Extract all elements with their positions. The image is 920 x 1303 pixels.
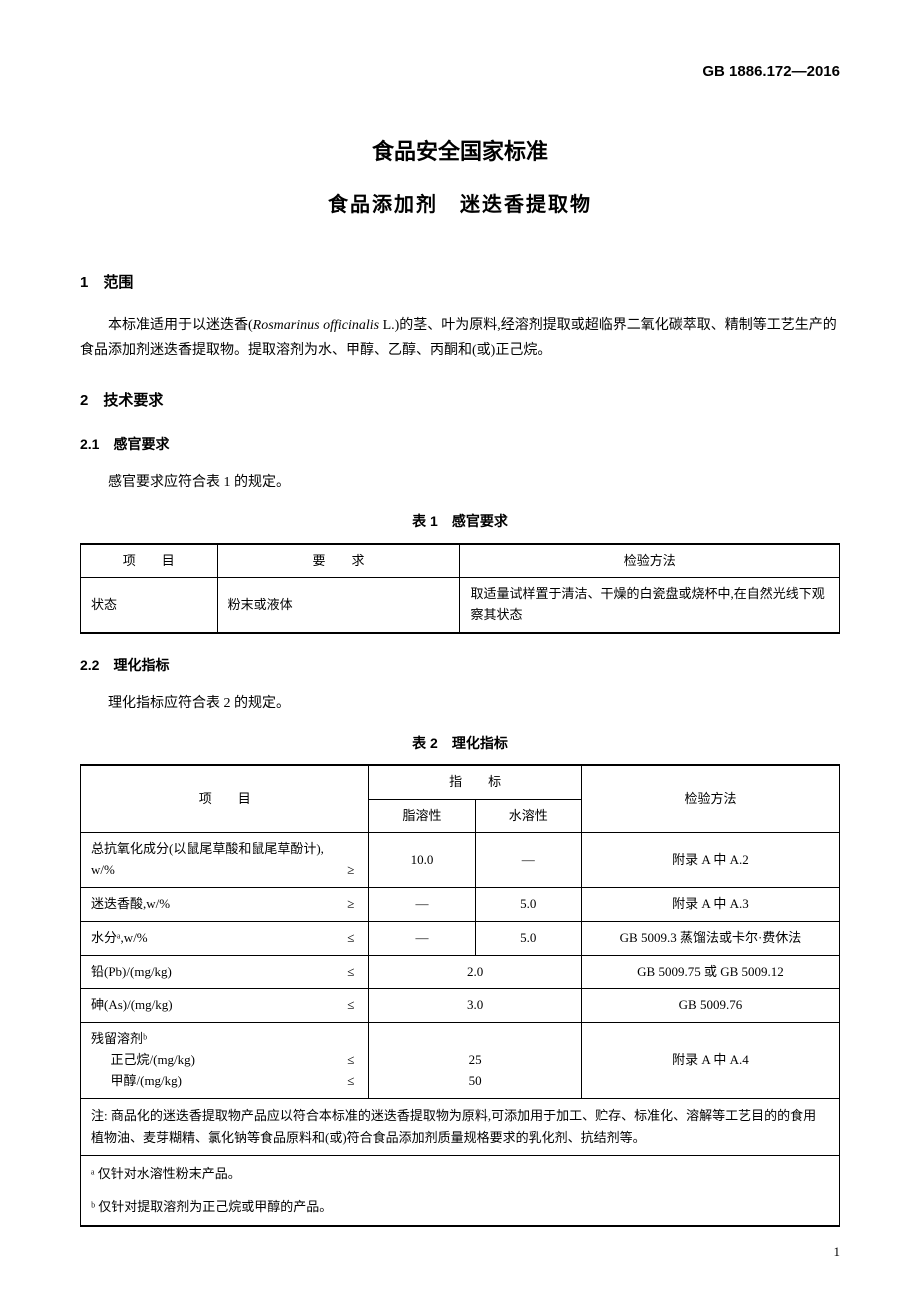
section-2-2-body: 理化指标应符合表 2 的规定。 <box>80 691 840 716</box>
page-number: 1 <box>80 1242 840 1263</box>
td-merged: 2.0 <box>369 955 582 989</box>
item-sym: ≤ <box>347 962 358 983</box>
td-water: 5.0 <box>475 888 581 922</box>
td-merged: 3.0 <box>369 989 582 1023</box>
title-main: 食品安全国家标准 <box>80 134 840 169</box>
table-row: 状态 粉末或液体 取适量试样置于清洁、干燥的白瓷盘或烧杯中,在自然光线下观察其状… <box>81 578 840 633</box>
td-method: 附录 A 中 A.4 <box>581 1023 839 1098</box>
td-water: 5.0 <box>475 921 581 955</box>
item-label: 砷(As)/(mg/kg) <box>91 995 173 1016</box>
table-2-caption: 表 2 理化指标 <box>80 732 840 754</box>
solvent-line1-label: 正己烷/(mg/kg) <box>111 1050 196 1071</box>
footnote-a: ᵃ 仅针对水溶性粉末产品。 <box>81 1155 840 1190</box>
section-2-2-heading: 2.2 理化指标 <box>80 654 840 676</box>
item-sym: ≤ <box>347 995 358 1016</box>
td-fat: — <box>369 888 475 922</box>
footnote-b: ᵇ 仅针对提取溶剂为正己烷或甲醇的产品。 <box>81 1191 840 1227</box>
item-sym: ≤ <box>347 928 358 949</box>
solvent-val2: 50 <box>379 1071 571 1092</box>
td-solvent-vals: 25 50 <box>369 1023 582 1098</box>
table-note: 注: 商品化的迷迭香提取物产品应以符合本标准的迷迭香提取物为原料,可添加用于加工… <box>81 1098 840 1155</box>
title-sub: 食品添加剂 迷迭香提取物 <box>80 189 840 221</box>
table-row: 铅(Pb)/(mg/kg) ≤ 2.0 GB 5009.75 或 GB 5009… <box>81 955 840 989</box>
body-italic: Rosmarinus officinalis <box>253 318 379 333</box>
table-note-row: 注: 商品化的迷迭香提取物产品应以符合本标准的迷迭香提取物为原料,可添加用于加工… <box>81 1098 840 1155</box>
td-method: 附录 A 中 A.2 <box>581 833 839 888</box>
item-label: 总抗氧化成分(以鼠尾草酸和鼠尾草酚计), <box>91 839 358 860</box>
th-method: 检验方法 <box>581 765 839 833</box>
td-method: 取适量试样置于清洁、干燥的白瓷盘或烧杯中,在自然光线下观察其状态 <box>460 578 840 633</box>
table-1: 项 目 要 求 检验方法 状态 粉末或液体 取适量试样置于清洁、干燥的白瓷盘或烧… <box>80 543 840 634</box>
standard-code: GB 1886.172—2016 <box>80 60 840 84</box>
section-2-1-heading: 2.1 感官要求 <box>80 433 840 455</box>
th-method: 检验方法 <box>460 544 840 578</box>
item-unit: w/% <box>91 860 115 881</box>
td-item: 铅(Pb)/(mg/kg) ≤ <box>81 955 369 989</box>
td-req: 粉末或液体 <box>217 578 460 633</box>
item-sym: ≥ <box>347 860 358 881</box>
body-pre: 本标准适用于以迷迭香( <box>108 318 253 333</box>
section-1-heading: 1 范围 <box>80 271 840 295</box>
td-item: 状态 <box>81 578 218 633</box>
table-1-caption: 表 1 感官要求 <box>80 510 840 532</box>
td-fat: — <box>369 921 475 955</box>
solvent-line2-sym: ≤ <box>347 1071 358 1092</box>
solvent-label: 残留溶剂ᵇ <box>91 1029 358 1050</box>
item-label: 迷迭香酸,w/% <box>91 894 170 915</box>
td-item: 水分ᵃ,w/% ≤ <box>81 921 369 955</box>
table-row: 迷迭香酸,w/% ≥ — 5.0 附录 A 中 A.3 <box>81 888 840 922</box>
th-item: 项 目 <box>81 765 369 833</box>
solvent-line1-sym: ≤ <box>347 1050 358 1071</box>
item-label: 铅(Pb)/(mg/kg) <box>91 962 172 983</box>
section-2-heading: 2 技术要求 <box>80 389 840 413</box>
td-item: 迷迭香酸,w/% ≥ <box>81 888 369 922</box>
td-method: 附录 A 中 A.3 <box>581 888 839 922</box>
table-footnote-row: ᵇ 仅针对提取溶剂为正己烷或甲醇的产品。 <box>81 1191 840 1227</box>
table-row: 残留溶剂ᵇ 正己烷/(mg/kg) ≤ 甲醇/(mg/kg) ≤ 25 50 附… <box>81 1023 840 1098</box>
section-1-body: 本标准适用于以迷迭香(Rosmarinus officinalis L.)的茎、… <box>80 313 840 363</box>
table-row: 项 目 指 标 检验方法 <box>81 765 840 799</box>
table-footnote-row: ᵃ 仅针对水溶性粉末产品。 <box>81 1155 840 1190</box>
section-2-1-body: 感官要求应符合表 1 的规定。 <box>80 470 840 495</box>
td-water: — <box>475 833 581 888</box>
td-item: 砷(As)/(mg/kg) ≤ <box>81 989 369 1023</box>
td-fat: 10.0 <box>369 833 475 888</box>
table-row: 水分ᵃ,w/% ≤ — 5.0 GB 5009.3 蒸馏法或卡尔·费休法 <box>81 921 840 955</box>
th-indicator: 指 标 <box>369 765 582 799</box>
table-row: 项 目 要 求 检验方法 <box>81 544 840 578</box>
item-label: 水分ᵃ,w/% <box>91 928 148 949</box>
th-item: 项 目 <box>81 544 218 578</box>
item-sym: ≥ <box>347 894 358 915</box>
table-row: 总抗氧化成分(以鼠尾草酸和鼠尾草酚计), w/% ≥ 10.0 — 附录 A 中… <box>81 833 840 888</box>
th-water: 水溶性 <box>475 799 581 833</box>
td-method: GB 5009.3 蒸馏法或卡尔·费休法 <box>581 921 839 955</box>
th-fat: 脂溶性 <box>369 799 475 833</box>
td-solvent: 残留溶剂ᵇ 正己烷/(mg/kg) ≤ 甲醇/(mg/kg) ≤ <box>81 1023 369 1098</box>
td-method: GB 5009.75 或 GB 5009.12 <box>581 955 839 989</box>
table-2: 项 目 指 标 检验方法 脂溶性 水溶性 总抗氧化成分(以鼠尾草酸和鼠尾草酚计)… <box>80 764 840 1228</box>
table-row: 砷(As)/(mg/kg) ≤ 3.0 GB 5009.76 <box>81 989 840 1023</box>
th-req: 要 求 <box>217 544 460 578</box>
td-item: 总抗氧化成分(以鼠尾草酸和鼠尾草酚计), w/% ≥ <box>81 833 369 888</box>
td-method: GB 5009.76 <box>581 989 839 1023</box>
solvent-line2-label: 甲醇/(mg/kg) <box>111 1071 183 1092</box>
solvent-val1: 25 <box>379 1050 571 1071</box>
